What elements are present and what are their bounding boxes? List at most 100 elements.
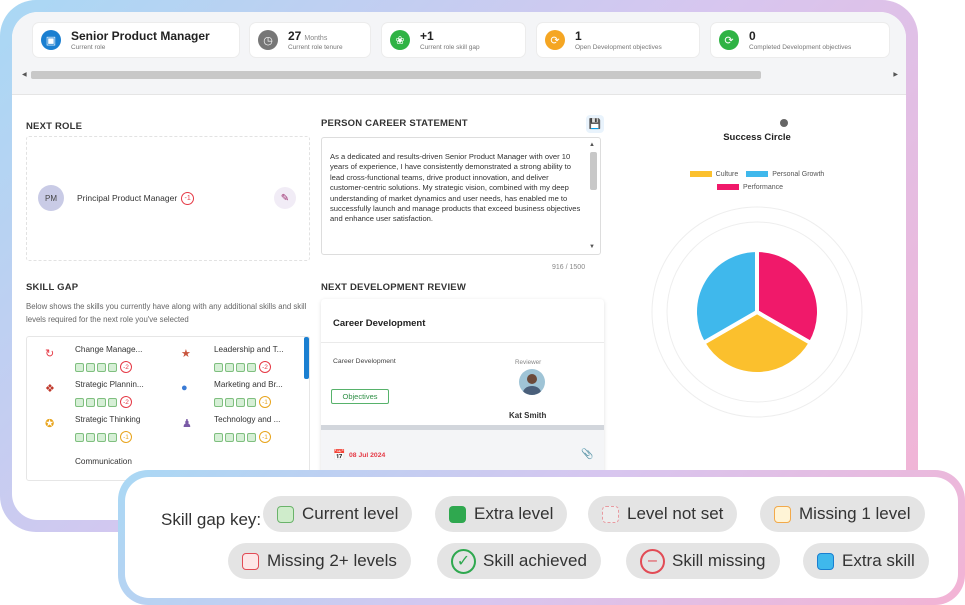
- legend-personal-growth[interactable]: Personal Growth: [746, 171, 824, 178]
- career-statement-text: As a dedicated and results-driven Senior…: [330, 152, 581, 224]
- summary-card-tenure[interactable]: ◷ 27 Months Current role tenure: [250, 23, 370, 57]
- success-circle-chart: Success Circle Culture Personal Growth P…: [622, 112, 892, 472]
- key-label: Skill gap key:: [161, 510, 262, 529]
- pie-svg: [651, 206, 863, 418]
- change-icon: ↻: [45, 348, 55, 360]
- next-role-heading: NEXT ROLE: [26, 121, 83, 132]
- skill-name[interactable]: Strategic Thinking: [75, 415, 141, 424]
- extra-skill-swatch: [817, 552, 834, 570]
- skill-levels: -1: [214, 431, 271, 443]
- skill-gap-description: Below shows the skills you currently hav…: [26, 302, 307, 324]
- skill-levels: -1: [214, 396, 271, 408]
- career-statement-heading: PERSON CAREER STATEMENT: [321, 118, 468, 129]
- current-role-label: Current role: [71, 44, 106, 51]
- key-extra-level: Extra level: [435, 496, 568, 532]
- next-role-name: Principal Product Manager: [77, 193, 178, 203]
- refresh-icon: ⟳: [545, 30, 565, 50]
- open-objectives-label: Open Development objectives: [575, 44, 662, 51]
- skill-name[interactable]: Marketing and Br...: [214, 380, 283, 389]
- skill-levels: -2: [214, 361, 271, 373]
- current-role-value: Senior Product Manager: [71, 29, 210, 43]
- chart-title: Success Circle: [723, 132, 791, 143]
- info-icon[interactable]: [780, 119, 788, 127]
- reviewer-name: Kat Smith: [509, 411, 547, 420]
- completed-objectives-value: 0: [749, 29, 756, 43]
- key-extra-skill: Extra skill: [803, 543, 929, 579]
- legend-swatch: [746, 171, 769, 178]
- tenure-label: Current role tenure: [288, 44, 343, 51]
- review-card-title: Career Development: [321, 299, 604, 343]
- attachment-icon[interactable]: 📎: [581, 449, 594, 460]
- key-level-not-set: Level not set: [588, 496, 738, 532]
- skill-gap-key-panel: Skill gap key: Current level Extra level…: [118, 470, 965, 605]
- list-scrollbar[interactable]: [304, 337, 309, 379]
- summary-bar: ▣ Senior Product Manager Current role ◷ …: [12, 12, 906, 94]
- character-counter: 916 / 1500: [552, 264, 586, 271]
- key-missing-2-levels: Missing 2+ levels: [228, 543, 411, 579]
- skill-name[interactable]: Communication: [75, 457, 132, 466]
- briefcase-icon: ▣: [41, 30, 61, 50]
- current-level-swatch: [277, 505, 294, 523]
- skill-gap-list[interactable]: ↻ Change Manage... -2 ★ Leadership and T…: [26, 336, 310, 481]
- skill-gap-label: Current role skill gap: [420, 44, 480, 51]
- middle-ring: [666, 221, 848, 403]
- reviewer-avatar: [519, 369, 545, 395]
- key-current-level: Current level: [263, 496, 413, 532]
- scroll-right-icon[interactable]: ▶: [893, 72, 898, 78]
- extra-level-swatch: [449, 505, 466, 523]
- clock-icon: ◷: [258, 30, 278, 50]
- plan-icon: ❖: [45, 383, 55, 395]
- objectives-button[interactable]: Objectives: [331, 389, 389, 404]
- avatar: PM: [38, 185, 64, 211]
- missing-1-level-swatch: [774, 505, 791, 523]
- next-role-box: PM Principal Product Manager -1 ✎: [26, 136, 310, 261]
- summary-card-open-objectives[interactable]: ⟳ 1 Open Development objectives: [537, 23, 699, 57]
- legend-culture[interactable]: Culture: [689, 171, 738, 178]
- career-statement-textarea[interactable]: As a dedicated and results-driven Senior…: [321, 137, 601, 255]
- marketing-icon: ●: [181, 382, 188, 394]
- development-review-heading: NEXT DEVELOPMENT REVIEW: [321, 282, 467, 293]
- completed-objectives-label: Completed Development objectives: [749, 44, 852, 51]
- person-icon: [523, 374, 541, 395]
- development-review-card[interactable]: Career Development Career Development Re…: [321, 299, 604, 484]
- outer-ring: [651, 206, 863, 418]
- skill-name[interactable]: Strategic Plannin...: [75, 380, 144, 389]
- divider: [12, 94, 906, 95]
- skill-levels: -2: [75, 361, 132, 373]
- edit-icon[interactable]: ✎: [274, 187, 296, 209]
- skill-gap-heading: SKILL GAP: [26, 282, 79, 293]
- key-skill-missing: – Skill missing: [626, 543, 780, 579]
- scroll-down-icon[interactable]: ▼: [589, 243, 595, 250]
- scrollbar-thumb[interactable]: [31, 71, 761, 79]
- scrollbar-thumb[interactable]: [590, 152, 597, 190]
- slice-personal-growth[interactable]: [693, 247, 759, 346]
- skill-name[interactable]: Technology and ...: [214, 415, 281, 424]
- chart-legend: Culture Personal Growth Performance: [622, 168, 892, 194]
- summary-card-skill-gap[interactable]: ❀ +1 Current role skill gap: [382, 23, 525, 57]
- gap-badge: -1: [181, 191, 195, 205]
- scroll-up-icon[interactable]: ▲: [589, 142, 595, 148]
- team-icon: ★: [181, 348, 191, 360]
- vertical-scrollbar[interactable]: ▲ ▼: [588, 140, 598, 252]
- key-missing-1-level: Missing 1 level: [760, 496, 925, 532]
- lightbulb-icon: ✪: [45, 418, 55, 430]
- tenure-value: 27: [288, 29, 302, 43]
- horizontal-scrollbar[interactable]: ◀ ▶: [22, 70, 898, 80]
- skill-levels: -1: [75, 431, 132, 443]
- key-skill-achieved: ✓ Skill achieved: [437, 543, 601, 579]
- legend-performance[interactable]: Performance: [716, 184, 783, 191]
- calendar-icon: 📅: [333, 450, 346, 461]
- skill-gap-value: +1: [420, 29, 434, 43]
- summary-card-completed-objectives[interactable]: ⟳ 0 Completed Development objectives: [711, 23, 889, 57]
- missing-2-levels-swatch: [242, 552, 259, 570]
- skill-name[interactable]: Leadership and T...: [214, 345, 284, 354]
- app-window: ▣ Senior Product Manager Current role ◷ …: [12, 12, 906, 520]
- summary-card-current-role[interactable]: ▣ Senior Product Manager Current role: [33, 23, 239, 57]
- legend-swatch: [689, 171, 712, 178]
- skills-icon: ❀: [390, 30, 410, 50]
- skill-name[interactable]: Change Manage...: [75, 345, 143, 354]
- next-role-row[interactable]: PM Principal Product Manager -1: [38, 185, 195, 211]
- reviewer-label: Reviewer: [515, 359, 542, 366]
- scroll-left-icon[interactable]: ◀: [22, 72, 27, 78]
- save-icon[interactable]: 💾: [586, 115, 604, 133]
